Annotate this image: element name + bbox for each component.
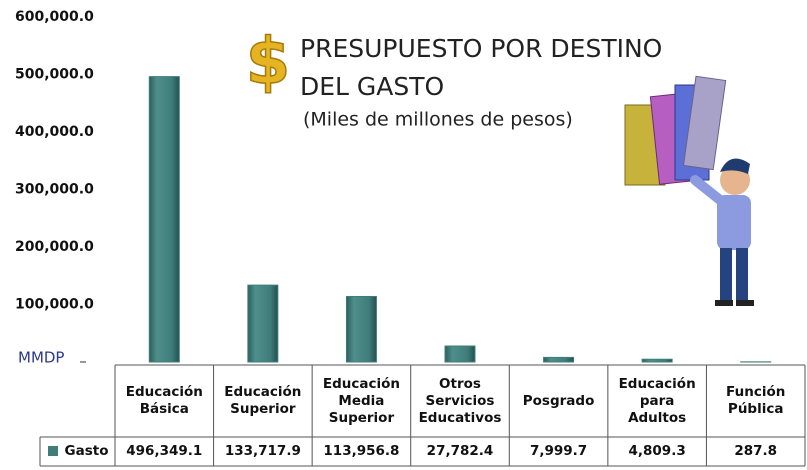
- value-label: 133,717.9: [214, 437, 313, 466]
- value-label: 113,956.8: [312, 437, 411, 466]
- value-label: 4,809.3: [608, 437, 707, 466]
- bar: [444, 345, 476, 363]
- bar: [641, 358, 673, 363]
- category-label: Posgrado: [509, 365, 608, 437]
- legend-label: Gasto: [58, 437, 115, 466]
- y-tick-label: 200,000.0: [15, 239, 94, 255]
- value-label-text: 496,349.1: [126, 443, 203, 459]
- category-label-text: Otros Servicios Educativos: [418, 375, 502, 426]
- category-label-text: Educación Superior: [224, 384, 302, 417]
- value-label-text: 27,782.4: [426, 443, 494, 459]
- title-symbol: $: [246, 26, 291, 100]
- value-label: 7,999.7: [509, 437, 608, 466]
- y-tick-label: 500,000.0: [15, 67, 94, 83]
- category-label-text: Función Pública: [726, 384, 786, 417]
- y-tick-label: 400,000.0: [15, 124, 94, 140]
- category-label: Educación Básica: [115, 365, 214, 437]
- value-label-text: 7,999.7: [529, 443, 588, 459]
- value-label-text: 4,809.3: [628, 443, 686, 459]
- legend-swatch: [48, 446, 58, 456]
- y-tick-label: 100,000.0: [15, 297, 94, 313]
- value-label-text: 113,956.8: [323, 443, 400, 459]
- value-label: 27,782.4: [411, 437, 510, 466]
- category-label-text: Educación para Adultos: [618, 375, 696, 426]
- category-label: Educación Superior: [214, 365, 313, 437]
- value-label: 287.8: [706, 437, 805, 466]
- bar: [345, 295, 377, 363]
- bar: [148, 76, 180, 363]
- y-unit: MMDP: [18, 349, 64, 367]
- value-label-text: 133,717.9: [224, 443, 301, 459]
- chart-subtitle: (Miles de millones de pesos): [303, 109, 573, 131]
- category-label: Educación Media Superior: [312, 365, 411, 437]
- value-label: 496,349.1: [115, 437, 214, 466]
- category-label-text: Educación Básica: [125, 384, 203, 417]
- chart-title: PRESUPUESTO POR DESTINO: [300, 34, 662, 63]
- category-label-text: Educación Media Superior: [322, 375, 400, 426]
- value-label-text: 287.8: [734, 443, 778, 459]
- category-label: Función Pública: [706, 365, 805, 437]
- bar: [247, 284, 279, 363]
- category-label-text: Posgrado: [522, 392, 595, 409]
- legend-label-text: Gasto: [64, 443, 109, 459]
- illustration: [624, 75, 754, 306]
- category-label: Educación para Adultos: [608, 365, 707, 437]
- y-tick-label: 300,000.0: [15, 182, 94, 198]
- bar: [543, 356, 575, 363]
- category-label: Otros Servicios Educativos: [411, 365, 510, 437]
- chart-title: DEL GASTO: [300, 72, 444, 101]
- y-tick-label: 600,000.0: [15, 9, 94, 25]
